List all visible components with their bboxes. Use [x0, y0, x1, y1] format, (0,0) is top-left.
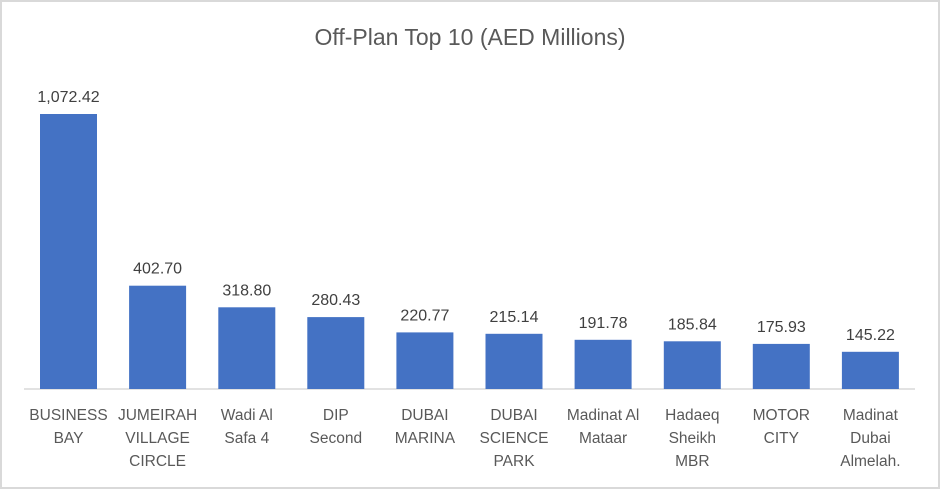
category-label: BUSINESS BAY — [29, 407, 107, 447]
category-label-line: Second — [310, 430, 363, 447]
bar — [307, 317, 365, 389]
data-labels-group: 1,072.42 402.70 318.80 280.43 220.77 215.14 19… — [37, 89, 895, 344]
category-label-line: BUSINESS — [29, 407, 107, 424]
category-label-line: CIRCLE — [129, 453, 186, 470]
category-label: Hadaeq Sheikh MBR — [665, 407, 719, 470]
bar — [40, 114, 97, 389]
category-label: Madinat Al Mataar — [567, 407, 639, 447]
category-labels-group: BUSINESS BAY JUMEIRAH VILLAGE CIRCLE Wadi Al S… — [29, 407, 900, 470]
category-label-line: BAY — [54, 430, 84, 447]
category-label-line: CITY — [764, 430, 799, 447]
bar — [396, 332, 454, 389]
category-label-line: MOTOR — [753, 407, 810, 424]
data-label: 1,072.42 — [37, 89, 99, 106]
bar — [841, 351, 899, 389]
bar — [752, 343, 810, 389]
data-label: 175.93 — [757, 319, 806, 336]
category-label-line: Safa 4 — [224, 430, 269, 447]
data-label: 318.80 — [222, 282, 271, 299]
data-label: 280.43 — [311, 292, 360, 309]
category-label-line: Hadaeq — [665, 407, 719, 424]
category-label-line: Dubai — [850, 430, 891, 447]
category-label: DUBAI SCIENCE PARK — [480, 407, 549, 470]
bar — [574, 339, 632, 389]
bar — [129, 285, 187, 389]
category-label: Wadi Al Safa 4 — [221, 407, 273, 447]
category-label-line: Wadi Al — [221, 407, 273, 424]
category-label-line: Madinat — [843, 407, 899, 424]
category-label-line: Madinat Al — [567, 407, 639, 424]
chart-title: Off-Plan Top 10 (AED Millions) — [314, 24, 626, 50]
data-label: 220.77 — [400, 307, 449, 324]
data-label: 191.78 — [579, 315, 628, 332]
category-label-line: DUBAI — [490, 407, 537, 424]
category-label-line: Mataar — [579, 430, 627, 447]
bar — [663, 341, 721, 389]
category-label: DIP Second — [310, 407, 363, 447]
data-label: 185.84 — [668, 316, 717, 333]
category-label-line: Almelah. — [840, 453, 900, 470]
data-label: 215.14 — [490, 309, 539, 326]
category-label-line: MBR — [675, 453, 709, 470]
category-label-line: Sheikh — [669, 430, 716, 447]
category-label: MOTOR CITY — [753, 407, 810, 447]
bars-group — [40, 114, 899, 389]
category-label: DUBAI MARINA — [395, 407, 456, 447]
category-label-line: JUMEIRAH — [118, 407, 197, 424]
category-label-line: DUBAI — [401, 407, 448, 424]
bar — [218, 307, 276, 389]
category-label-line: VILLAGE — [125, 430, 190, 447]
category-label-line: SCIENCE — [480, 430, 549, 447]
data-label: 402.70 — [133, 261, 182, 278]
category-label: Madinat Dubai Almelah. — [840, 407, 900, 470]
category-label: JUMEIRAH VILLAGE CIRCLE — [118, 407, 197, 470]
category-label-line: MARINA — [395, 430, 456, 447]
bar — [485, 333, 543, 389]
data-label: 145.22 — [846, 327, 895, 344]
category-label-line: DIP — [323, 407, 349, 424]
category-label-line: PARK — [493, 453, 535, 470]
